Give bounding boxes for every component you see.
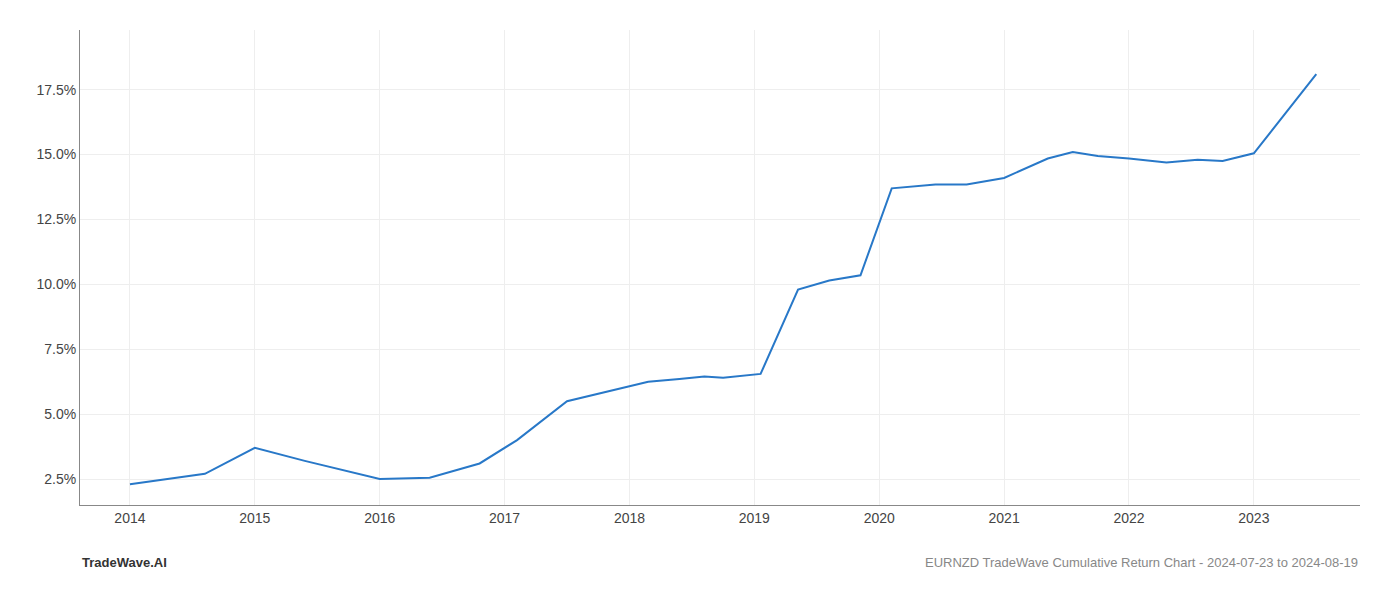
svg-text:2016: 2016: [364, 510, 395, 526]
svg-text:2015: 2015: [239, 510, 270, 526]
svg-text:10.0%: 10.0%: [36, 276, 76, 292]
svg-text:2020: 2020: [864, 510, 895, 526]
svg-text:2022: 2022: [1113, 510, 1144, 526]
svg-text:7.5%: 7.5%: [44, 341, 76, 357]
svg-text:2021: 2021: [989, 510, 1020, 526]
svg-text:2023: 2023: [1238, 510, 1269, 526]
svg-text:15.0%: 15.0%: [36, 146, 76, 162]
svg-text:5.0%: 5.0%: [44, 406, 76, 422]
svg-text:TradeWave.AI: TradeWave.AI: [82, 555, 167, 570]
svg-text:2019: 2019: [739, 510, 770, 526]
svg-text:2018: 2018: [614, 510, 645, 526]
svg-text:2017: 2017: [489, 510, 520, 526]
svg-text:2014: 2014: [114, 510, 145, 526]
svg-text:12.5%: 12.5%: [36, 211, 76, 227]
svg-text:2.5%: 2.5%: [44, 471, 76, 487]
svg-text:17.5%: 17.5%: [36, 82, 76, 98]
svg-text:EURNZD TradeWave Cumulative Re: EURNZD TradeWave Cumulative Return Chart…: [925, 555, 1358, 570]
